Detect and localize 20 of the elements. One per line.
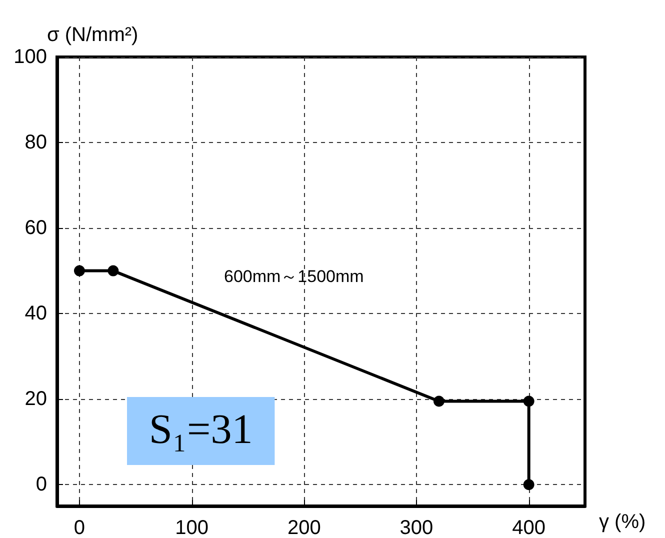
y-tick-label: 80	[24, 132, 47, 154]
point	[108, 265, 119, 276]
point	[523, 396, 534, 407]
point	[523, 479, 534, 490]
y-tick-label: 0	[36, 474, 47, 496]
y-tick-label: 100	[14, 46, 47, 68]
y-axis-title: σ (N/mm²)	[47, 24, 138, 46]
x-axis-title: γ (%)	[599, 511, 646, 533]
point	[433, 396, 444, 407]
annotation: 600mm～1500mm	[224, 267, 364, 286]
x-tick-label: 300	[400, 517, 434, 538]
point	[74, 265, 85, 276]
x-tick-label: 200	[287, 517, 321, 538]
x-tick-label: 400	[512, 517, 546, 538]
y-tick-label: 40	[24, 302, 47, 325]
y-tick-label: 20	[24, 388, 47, 410]
annotation: S₁=31	[149, 407, 253, 453]
y-tick-label: 60	[24, 217, 47, 240]
x-tick-label: 0	[74, 517, 86, 538]
x-tick-label: 100	[175, 517, 208, 538]
